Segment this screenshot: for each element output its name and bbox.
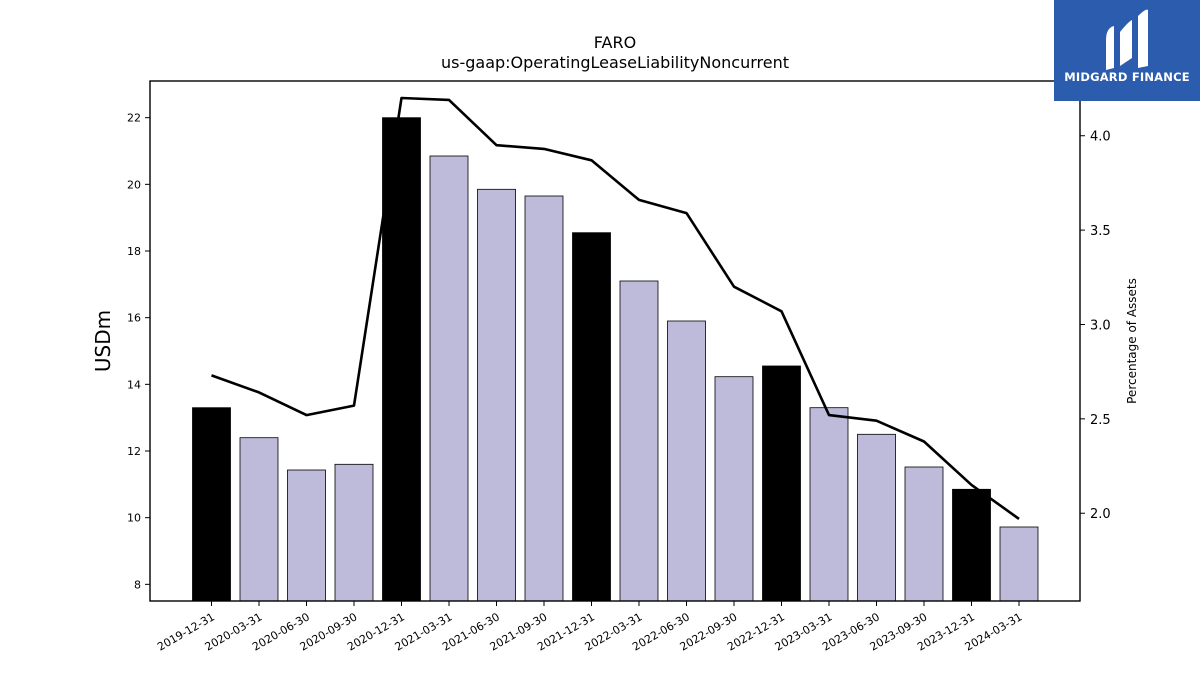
y-tick-label: 10 — [127, 512, 141, 525]
y2-tick-label: 3.0 — [1090, 318, 1111, 333]
y2-tick-label: 3.5 — [1090, 224, 1111, 239]
bar — [904, 466, 944, 602]
y2-tick-label: 2.5 — [1090, 413, 1111, 428]
bar — [382, 117, 421, 602]
y-tick-label: 16 — [127, 312, 141, 325]
bar — [714, 376, 754, 602]
bar — [857, 433, 896, 602]
bar — [572, 232, 611, 602]
y2-tick-label: 4.0 — [1090, 130, 1111, 145]
y-tick-label: 12 — [127, 445, 141, 458]
chart-title: FARO — [594, 33, 636, 52]
y-tick-label: 18 — [127, 245, 141, 258]
midgard-logo-icon — [1106, 9, 1148, 70]
y-axis-label: USDm — [91, 310, 115, 372]
y2-tick-label: 2.0 — [1090, 507, 1111, 522]
y-tick-label: 14 — [127, 378, 141, 391]
bar — [287, 469, 326, 602]
y-tick-label: 20 — [127, 178, 141, 191]
bar — [999, 526, 1039, 602]
plot-frame — [149, 80, 1081, 602]
bar — [239, 437, 279, 602]
y-tick-label: 22 — [127, 112, 141, 125]
bar — [524, 195, 564, 602]
bar — [809, 407, 849, 602]
bar — [619, 280, 659, 602]
chart-subtitle: us-gaap:OperatingLeaseLiabilityNoncurren… — [441, 53, 789, 72]
bar — [429, 155, 469, 602]
bar — [334, 463, 374, 602]
midgard-finance-logo: MIDGARD FINANCE — [1054, 0, 1200, 101]
bar — [762, 365, 801, 602]
percentage-line — [211, 96, 1020, 520]
logo-text: MIDGARD FINANCE — [1064, 70, 1190, 84]
bar — [477, 188, 516, 602]
y-tick-label: 8 — [134, 578, 141, 591]
y2-axis-label: Percentage of Assets — [1125, 278, 1139, 404]
bar — [667, 320, 706, 602]
bar — [952, 488, 991, 602]
bar — [192, 407, 231, 602]
